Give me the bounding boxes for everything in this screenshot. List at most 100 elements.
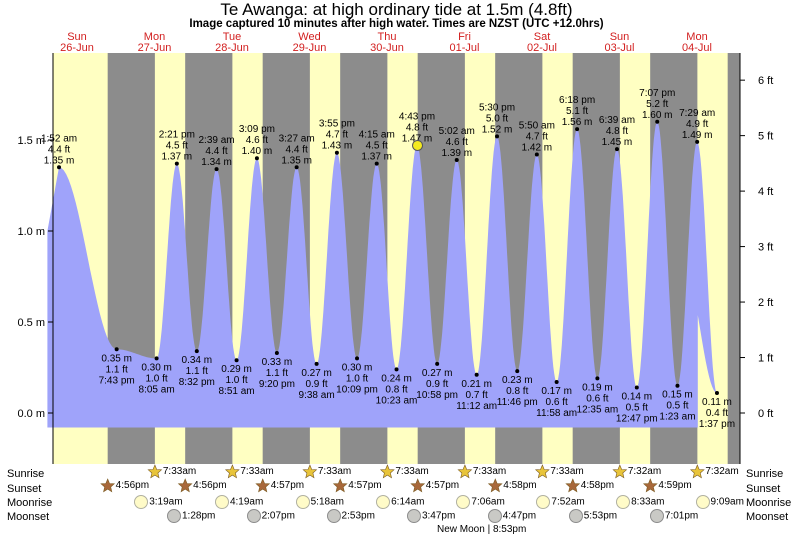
day-label: Fri [458,31,471,43]
low-tide-point [234,358,239,363]
high-tide-point [534,152,539,157]
high-tide-point [254,156,259,161]
sunset-icon [100,478,116,493]
day-label: Tue [223,31,242,43]
moonrise-row-label-right: Moonrise [746,497,792,509]
moonset-icon [166,509,181,523]
high-tide-point [294,165,299,170]
sunrise-row-label-right: Sunrise [746,468,784,480]
sunrise-icon [612,464,628,479]
low-tide-m: 0.27 m [422,368,453,379]
low-tide-m: 0.17 m [541,386,572,397]
high-tide-time: 5:50 am [519,121,555,132]
moonset-icon [649,509,664,523]
high-tide-ft: 4.8 ft [406,122,428,133]
high-tide-m: 1.56 m [562,117,593,128]
low-tide-time: 10:23 am [376,395,418,406]
low-tide-ft: 0.5 ft [626,403,648,414]
high-tide-time: 3:27 am [279,133,315,144]
low-tide-time: 12:35 am [577,404,619,415]
date-label: 28-Jun [215,42,249,54]
sunrise-time: 7:33am [395,466,429,477]
moonset-time: 3:47pm [421,510,456,522]
date-label: 01-Jul [450,42,480,54]
low-tide-time: 8:05 am [139,384,175,395]
high-tide-m: 1.52 m [482,124,513,135]
low-tide-m: 0.19 m [582,382,613,393]
moonrise-icon [536,495,551,509]
low-tide-point [435,361,440,366]
low-tide-point [194,349,199,354]
low-tide-time: 9:38 am [299,390,335,401]
high-tide-m: 1.35 m [44,155,75,166]
low-tide-point [554,380,559,385]
moonrise-time: 4:19am [229,496,264,508]
high-tide-time: 4:15 am [359,130,395,141]
moonrise-event: 5:18am [295,495,344,509]
sunrise-time: 7:33am [317,466,352,477]
high-tide-time: 3:55 pm [319,119,355,130]
high-tide-time: 2:39 am [198,135,234,146]
sunrise-time: 7:33am [550,466,584,477]
sunset-icon [177,478,193,493]
low-tide-point [154,356,159,361]
high-tide-ft: 4.8 ft [606,126,628,137]
low-tide-m: 0.34 m [182,355,213,366]
low-tide-time: 10:09 pm [336,384,378,395]
moonrise-event: 7:52am [536,495,585,509]
low-tide-ft: 0.5 ft [666,401,688,412]
sunrise-row-label: Sunrise [7,468,45,480]
high-tide-point [334,150,339,155]
low-tide-point [515,369,520,374]
day-label: Thu [378,31,397,43]
low-tide-ft: 1.0 ft [225,375,247,386]
date-label: 27-Jun [138,42,172,54]
moonset-event: 4:47pm [487,509,536,523]
low-tide-time: 7:43 pm [99,375,135,386]
water-area [47,121,717,428]
sunset-row-label: Sunset [7,483,42,495]
high-tide-point [575,127,580,132]
date-label: 30-Jun [370,42,404,54]
low-tide-m: 0.24 m [381,373,412,384]
low-tide-time: 10:58 pm [416,390,458,401]
high-tide-ft: 4.6 ft [446,137,468,148]
low-tide-m: 0.27 m [301,368,332,379]
sunset-row-label-right: Sunset [746,483,781,495]
sunrise-time: 7:32am [705,466,739,477]
sunset-time: 4:57pm [270,480,305,491]
moonrise-time: 3:19am [149,496,183,508]
high-tide-ft: 5.1 ft [566,106,588,117]
low-tide-point [714,390,719,395]
moonrise-event: 6:14am [376,495,424,509]
sunrise-time: 7:32am [627,466,662,477]
y-tick-label-right: 4 ft [758,186,773,198]
high-tide-time: 5:02 am [439,126,475,137]
moonset-row-label-right: Moonset [746,511,789,523]
moonset-time: 5:53pm [583,510,618,522]
moonrise-row-label: Moonrise [7,497,53,509]
sunset-time: 4:56pm [115,480,150,491]
high-tide-point [174,161,179,166]
sunset-time: 4:58pm [580,480,615,491]
moonset-time: 7:01pm [664,510,699,522]
low-tide-ft: 0.7 ft [466,390,488,401]
moonrise-icon [376,495,391,509]
moonrise-event: 7:06am [456,495,505,509]
tide-curve [47,121,717,428]
night-band [727,53,740,464]
low-tide-time: 11:12 am [456,401,497,412]
low-tide-time: 11:58 am [536,408,577,419]
high-tide-time: 5:30 pm [479,102,515,113]
moonrise-icon [214,495,229,509]
high-tide-ft: 4.4 ft [205,146,227,157]
high-tide-point [57,165,62,170]
moonrise-event: 4:19am [214,495,264,509]
low-tide-ft: 1.1 ft [186,366,208,377]
moonset-event: 3:47pm [406,509,456,523]
tide-labels: 1:52 am4.4 ft1.35 m0.35 m1.1 ft7:43 pm2:… [41,88,735,430]
moonrise-time: 6:14am [391,496,425,508]
low-tide-ft: 1.0 ft [346,373,368,384]
low-tide-ft: 0.9 ft [305,379,327,390]
moonset-icon [326,509,341,523]
